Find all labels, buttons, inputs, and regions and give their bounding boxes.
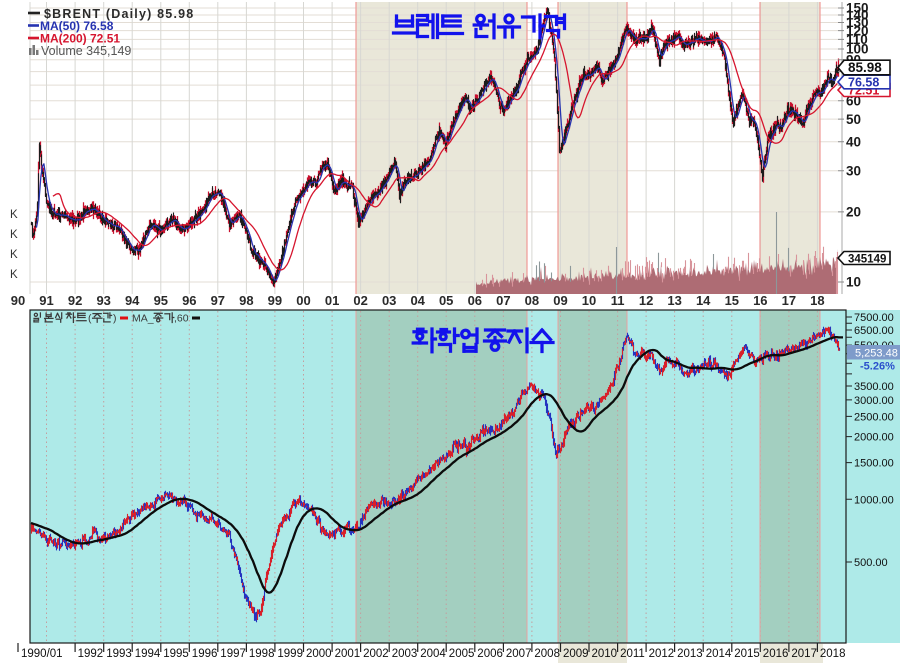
svg-text:93: 93 xyxy=(96,293,110,308)
svg-text:98: 98 xyxy=(239,293,253,308)
svg-text:$BRENT (Daily) 85.98: $BRENT (Daily) 85.98 xyxy=(44,7,194,21)
svg-text:85.98: 85.98 xyxy=(848,60,882,75)
svg-text:12: 12 xyxy=(639,293,653,308)
svg-text:130: 130 xyxy=(846,15,869,30)
svg-text:10: 10 xyxy=(846,275,861,290)
svg-text:20: 20 xyxy=(846,205,861,220)
svg-text:120: 120 xyxy=(846,23,869,38)
svg-text:13: 13 xyxy=(667,293,681,308)
svg-text:1996: 1996 xyxy=(192,648,218,660)
svg-text:K: K xyxy=(10,229,18,241)
svg-text:2000: 2000 xyxy=(306,648,332,660)
svg-text:150: 150 xyxy=(846,1,869,16)
svg-text:2007: 2007 xyxy=(506,648,532,660)
svg-text:2004: 2004 xyxy=(420,648,446,660)
svg-text:02: 02 xyxy=(353,293,367,308)
svg-text:2500.00: 2500.00 xyxy=(854,411,894,423)
svg-text:1000.00: 1000.00 xyxy=(854,494,894,506)
svg-text:91: 91 xyxy=(39,293,53,308)
svg-text:1990/01: 1990/01 xyxy=(21,648,63,660)
svg-text:06: 06 xyxy=(468,293,482,308)
svg-text:2013: 2013 xyxy=(677,648,703,660)
svg-text:): ) xyxy=(113,313,117,325)
svg-text:99: 99 xyxy=(268,293,282,308)
svg-text:140: 140 xyxy=(846,8,869,23)
svg-text:01: 01 xyxy=(325,293,339,308)
svg-text:30: 30 xyxy=(846,164,861,179)
svg-text:MA_: MA_ xyxy=(132,313,154,325)
svg-text:2015: 2015 xyxy=(734,648,760,660)
svg-text:1994: 1994 xyxy=(135,648,161,660)
svg-text:14: 14 xyxy=(696,293,711,308)
svg-text:04: 04 xyxy=(410,293,425,308)
svg-text:2000.00: 2000.00 xyxy=(854,432,894,444)
svg-text:K: K xyxy=(10,269,18,281)
svg-text:97: 97 xyxy=(211,293,225,308)
svg-text:2009: 2009 xyxy=(563,648,589,660)
svg-text:K: K xyxy=(10,249,18,261)
svg-text:2017: 2017 xyxy=(791,648,817,660)
svg-text:2018: 2018 xyxy=(820,648,846,660)
svg-text:2001: 2001 xyxy=(335,648,361,660)
svg-text:17: 17 xyxy=(782,293,796,308)
svg-text:05: 05 xyxy=(439,293,453,308)
svg-text:96: 96 xyxy=(182,293,196,308)
svg-text:16: 16 xyxy=(753,293,767,308)
svg-text:Volume 345,149: Volume 345,149 xyxy=(41,44,131,58)
svg-text:1992: 1992 xyxy=(78,648,104,660)
svg-text:18: 18 xyxy=(810,293,824,308)
svg-text:1999: 1999 xyxy=(277,648,303,660)
svg-text:09: 09 xyxy=(553,293,567,308)
svg-text:92: 92 xyxy=(68,293,82,308)
svg-text:5,253.48: 5,253.48 xyxy=(855,348,898,360)
svg-text:7500.00: 7500.00 xyxy=(854,312,894,324)
svg-text:2011: 2011 xyxy=(620,648,645,660)
svg-text:2008: 2008 xyxy=(534,648,560,660)
svg-text:MA(50) 76.58: MA(50) 76.58 xyxy=(40,19,114,33)
svg-text:10: 10 xyxy=(582,293,596,308)
svg-text:1993: 1993 xyxy=(106,648,132,660)
svg-text:2010: 2010 xyxy=(592,648,618,660)
svg-text:15: 15 xyxy=(725,293,739,308)
svg-text:03: 03 xyxy=(382,293,396,308)
svg-text:1500.00: 1500.00 xyxy=(854,458,894,470)
svg-text:2005: 2005 xyxy=(449,648,475,660)
svg-text:08: 08 xyxy=(525,293,539,308)
svg-text:50: 50 xyxy=(846,112,861,127)
svg-text:1997: 1997 xyxy=(220,648,246,660)
svg-text:07: 07 xyxy=(496,293,510,308)
svg-text:-5.26%: -5.26% xyxy=(860,361,895,373)
svg-text:1998: 1998 xyxy=(249,648,275,660)
svg-text:2002: 2002 xyxy=(363,648,389,660)
svg-text:2012: 2012 xyxy=(649,648,675,660)
svg-text:3000.00: 3000.00 xyxy=(854,395,894,407)
svg-text:76.58: 76.58 xyxy=(848,76,879,90)
svg-text:40: 40 xyxy=(846,134,861,149)
svg-text:110: 110 xyxy=(846,32,868,47)
svg-text:94: 94 xyxy=(125,293,140,308)
svg-text:90: 90 xyxy=(11,293,25,308)
svg-text:3500.00: 3500.00 xyxy=(854,381,894,393)
svg-text:1995: 1995 xyxy=(163,648,189,660)
svg-text:2016: 2016 xyxy=(763,648,789,660)
svg-text:11: 11 xyxy=(611,293,625,308)
svg-text:(: ( xyxy=(88,313,92,325)
svg-text:,60: ,60 xyxy=(174,313,189,325)
svg-text:345149: 345149 xyxy=(848,254,886,266)
svg-text:K: K xyxy=(10,209,18,221)
svg-text:2003: 2003 xyxy=(392,648,418,660)
svg-text:00: 00 xyxy=(296,293,310,308)
svg-text:6500.00: 6500.00 xyxy=(854,325,894,337)
svg-text:MA(200) 72.51: MA(200) 72.51 xyxy=(40,32,120,46)
svg-text:2006: 2006 xyxy=(477,648,503,660)
svg-text:2014: 2014 xyxy=(706,648,732,660)
svg-text:95: 95 xyxy=(154,293,168,308)
svg-text:500.00: 500.00 xyxy=(854,557,888,569)
svg-text:100: 100 xyxy=(846,42,869,57)
